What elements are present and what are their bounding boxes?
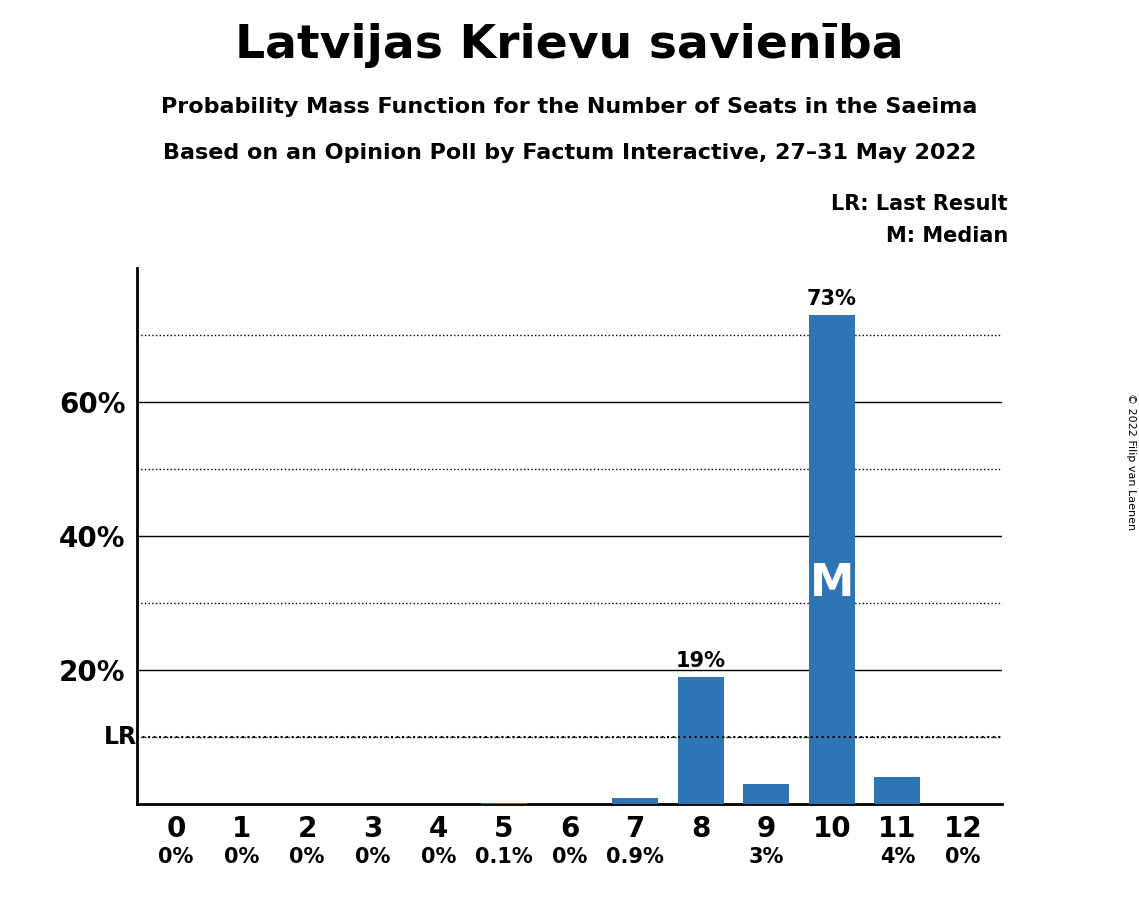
Text: Probability Mass Function for the Number of Seats in the Saeima: Probability Mass Function for the Number… <box>162 97 977 117</box>
Text: LR: Last Result: LR: Last Result <box>831 194 1008 214</box>
Text: 19%: 19% <box>675 651 726 671</box>
Text: Based on an Opinion Poll by Factum Interactive, 27–31 May 2022: Based on an Opinion Poll by Factum Inter… <box>163 143 976 164</box>
Text: © 2022 Filip van Laenen: © 2022 Filip van Laenen <box>1126 394 1136 530</box>
Bar <box>875 777 920 804</box>
Text: 0%: 0% <box>224 847 260 868</box>
Text: 0.9%: 0.9% <box>606 847 664 868</box>
Text: LR: LR <box>104 725 137 748</box>
Text: 0%: 0% <box>289 847 325 868</box>
Text: 0.1%: 0.1% <box>475 847 533 868</box>
Text: 0%: 0% <box>420 847 456 868</box>
Bar <box>612 797 658 804</box>
Text: 0%: 0% <box>158 847 194 868</box>
Text: 3%: 3% <box>748 847 784 868</box>
Bar <box>809 315 854 804</box>
Text: 73%: 73% <box>806 289 857 310</box>
Text: M: Median: M: Median <box>886 226 1008 247</box>
Text: 4%: 4% <box>879 847 915 868</box>
Bar <box>678 676 723 804</box>
Bar <box>744 784 789 804</box>
Text: Latvijas Krievu savienība: Latvijas Krievu savienība <box>235 23 904 68</box>
Text: 0%: 0% <box>945 847 981 868</box>
Text: M: M <box>810 563 854 605</box>
Text: 0%: 0% <box>355 847 391 868</box>
Text: 0%: 0% <box>551 847 588 868</box>
